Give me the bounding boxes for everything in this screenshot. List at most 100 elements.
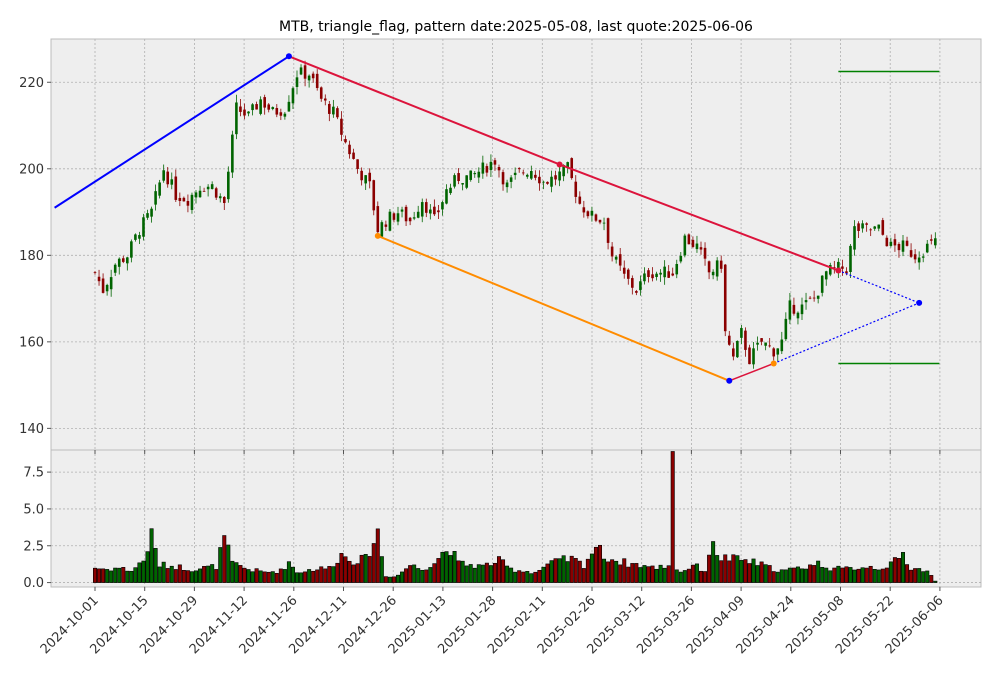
volume-bar <box>888 561 893 583</box>
candle-body <box>109 277 113 290</box>
candle-body <box>412 217 416 219</box>
volume-bar <box>860 567 865 583</box>
volume-bar <box>375 528 380 583</box>
volume-bar <box>464 565 469 583</box>
volume-bar <box>820 567 825 583</box>
volume-tick-label: 7.5 <box>23 466 44 481</box>
candle-body <box>380 222 384 237</box>
volume-bar <box>808 564 813 583</box>
candle-body <box>598 219 602 223</box>
volume-bar <box>573 558 578 583</box>
candle-body <box>748 347 751 365</box>
volume-bar <box>270 571 275 583</box>
volume-bar <box>622 558 627 583</box>
volume-bar <box>230 560 235 583</box>
candle-body <box>699 247 703 250</box>
candle-body <box>792 304 796 314</box>
volume-bar <box>501 559 506 583</box>
candle-body <box>186 201 190 206</box>
volume-bar <box>234 562 239 583</box>
volume-bar <box>553 558 558 583</box>
volume-bar <box>133 567 138 583</box>
candle-body <box>336 108 339 118</box>
candle-body <box>877 224 881 229</box>
candle-body <box>622 267 626 274</box>
volume-bar <box>876 569 881 583</box>
volume-bar <box>311 570 316 583</box>
candle-body <box>691 239 695 247</box>
candle-body <box>259 99 262 114</box>
candle-body <box>441 202 444 210</box>
volume-bar <box>614 560 619 583</box>
candle-body <box>820 275 824 293</box>
volume-bar <box>339 553 344 583</box>
candle-body <box>833 267 836 269</box>
volume-bar <box>880 568 885 583</box>
volume-bar <box>630 563 635 583</box>
candle-body <box>824 271 828 280</box>
volume-bar <box>214 569 219 583</box>
volume-bar <box>626 566 631 583</box>
candle-body <box>521 172 525 174</box>
candle-body <box>546 181 549 184</box>
volume-bar <box>816 560 821 583</box>
candle-body <box>873 226 877 229</box>
volume-tick-label: 0.0 <box>23 576 44 591</box>
volume-bar <box>561 555 566 583</box>
volume-bar <box>185 570 190 583</box>
candle-body <box>227 171 230 200</box>
candle-body <box>469 170 473 180</box>
volume-bar <box>355 563 360 583</box>
volume-bar <box>521 571 526 583</box>
volume-bar <box>198 568 203 583</box>
candle-body <box>897 243 901 251</box>
volume-bar <box>181 570 186 583</box>
candle-body <box>332 106 335 115</box>
candle-body <box>271 107 275 110</box>
candle-body <box>162 170 165 181</box>
volume-tick-label: 5.0 <box>23 502 44 517</box>
candle-body <box>538 176 541 184</box>
pivot-point <box>285 53 292 60</box>
volume-bar <box>117 567 122 583</box>
volume-bar <box>658 564 663 583</box>
volume-bar <box>206 565 211 583</box>
candle-body <box>311 73 315 79</box>
candle-body <box>719 260 723 269</box>
volume-bar <box>804 568 809 583</box>
volume-bar <box>404 568 409 583</box>
volume-bar <box>331 566 336 583</box>
volume-bar <box>909 569 914 583</box>
volume-bar <box>723 554 728 583</box>
candle-body <box>574 181 578 197</box>
volume-bar <box>165 568 170 583</box>
candle-body <box>501 172 505 185</box>
candle-body <box>909 250 913 257</box>
candle-body <box>663 266 666 278</box>
candle-body <box>126 257 129 264</box>
candle-body <box>497 167 501 171</box>
candle-body <box>671 273 675 276</box>
candle-body <box>869 229 872 231</box>
candle-body <box>303 65 307 79</box>
volume-bar <box>456 560 461 583</box>
candle-body <box>328 103 331 114</box>
volume-bar <box>610 559 615 583</box>
volume-bar <box>682 570 687 583</box>
volume-bar <box>565 561 570 583</box>
candle-body <box>723 264 727 332</box>
candle-body <box>489 161 493 171</box>
volume-bar <box>444 551 449 583</box>
volume-bar <box>779 569 784 583</box>
candle-body <box>828 265 832 275</box>
candle-body <box>388 211 392 231</box>
candle-body <box>740 328 743 338</box>
candle-body <box>905 240 909 246</box>
candle-body <box>530 171 533 179</box>
volume-bar <box>537 570 542 583</box>
volume-bar <box>109 570 114 583</box>
candle-body <box>861 223 864 229</box>
volume-bar <box>149 528 154 583</box>
volume-bar <box>751 558 756 583</box>
volume-bar <box>795 566 800 583</box>
